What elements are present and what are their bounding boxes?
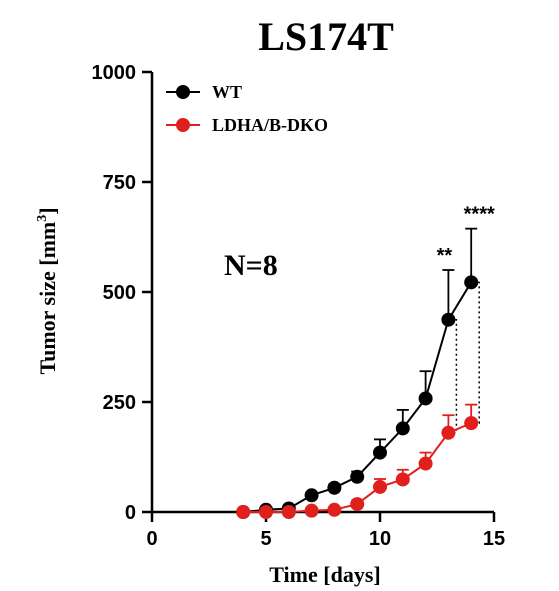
y-tick-label: 1000 <box>92 62 137 84</box>
y-tick-label: 250 <box>103 392 136 414</box>
axes <box>150 72 494 514</box>
tick-group: 0 250 500 750 1000 0 5 10 15 <box>92 62 506 550</box>
data-point <box>350 497 365 512</box>
data-point <box>259 505 273 519</box>
data-point <box>464 275 479 290</box>
y-axis-label-end: ] <box>35 207 60 214</box>
y-tick-label: 750 <box>103 172 136 194</box>
legend-marker <box>176 118 190 132</box>
x-tick-label: 15 <box>483 528 505 550</box>
significance-brackets: ****** <box>437 204 495 434</box>
legend-label: WT <box>212 82 242 102</box>
data-point <box>304 503 319 518</box>
x-tick-label: 0 <box>146 528 157 550</box>
significance-label: **** <box>464 204 495 226</box>
data-point <box>327 480 342 495</box>
n-annotation: N=8 <box>224 249 278 282</box>
data-point <box>304 488 319 503</box>
data-point <box>373 445 387 460</box>
y-axis-label-main: Tumor size [mm <box>35 222 60 375</box>
significance-bracket <box>473 281 480 424</box>
data-point <box>441 312 456 327</box>
series-layer <box>236 227 479 519</box>
x-axis-label: Time [days] <box>269 562 380 587</box>
data-point <box>441 425 456 440</box>
data-point <box>395 421 410 436</box>
legend-label: LDHA/B-DKO <box>212 115 328 135</box>
data-point <box>281 505 296 519</box>
legend-marker <box>176 85 190 99</box>
y-axis-label: Tumor size [mm3] <box>35 207 60 374</box>
x-tick-label: 5 <box>260 528 271 550</box>
x-tick-label: 10 <box>369 528 391 550</box>
significance-label: ** <box>437 245 453 267</box>
data-point <box>350 469 365 484</box>
data-point <box>236 505 251 519</box>
y-tick-label: 500 <box>103 282 136 304</box>
y-axis-label-superscript: 3 <box>35 215 50 222</box>
data-point <box>373 479 387 494</box>
y-tick-label: 0 <box>125 502 136 524</box>
data-point <box>395 472 410 487</box>
data-point <box>418 456 433 471</box>
chart-title: LS174T <box>258 14 394 59</box>
series-ldha-b-dko <box>236 403 479 519</box>
data-point <box>464 416 479 431</box>
data-point <box>327 502 342 517</box>
data-point <box>418 391 433 406</box>
legend: WT LDHA/B-DKO <box>166 82 328 135</box>
